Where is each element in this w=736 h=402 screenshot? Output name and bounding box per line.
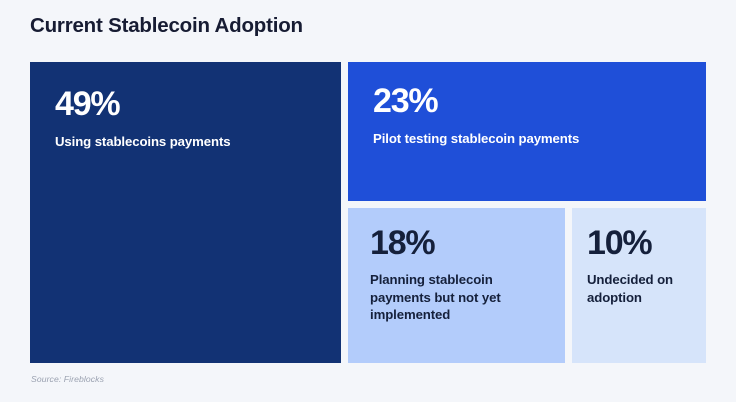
stat-tile-undecided: 10% Undecided on adoption <box>572 208 706 363</box>
stat-value-10: 10% <box>587 224 653 262</box>
stat-value-18: 18% <box>370 224 436 262</box>
source-caption: Source: Fireblocks <box>31 374 104 384</box>
stat-label-planning: Planning stablecoin payments but not yet… <box>370 272 501 323</box>
stat-value-49: 49% <box>55 85 121 123</box>
stat-label-using-stablecoins: Using stablecoins payments <box>55 134 231 149</box>
stat-tile-using-stablecoins: 49% Using stablecoins payments <box>30 62 341 363</box>
stat-value-23: 23% <box>373 82 439 120</box>
stat-tile-pilot-testing: 23% Pilot testing stablecoin payments <box>348 62 706 201</box>
stat-label-pilot-testing: Pilot testing stablecoin payments <box>373 131 580 146</box>
stat-tile-planning: 18% Planning stablecoin payments but not… <box>348 208 565 363</box>
page-title: Current Stablecoin Adoption <box>30 14 303 37</box>
stat-label-undecided: Undecided on adoption <box>587 272 673 305</box>
